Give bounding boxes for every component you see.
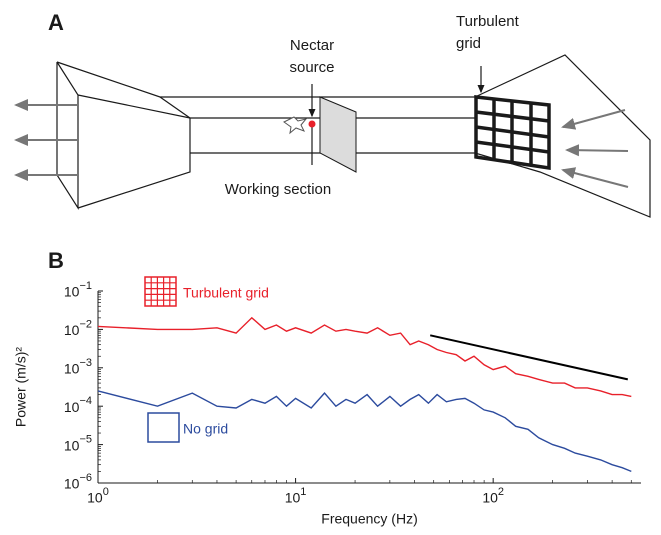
annotation: source (289, 59, 334, 76)
y-tick-label: 10−1 (64, 280, 92, 300)
turbulent-grid-icon (474, 95, 551, 171)
legend-entry: Turbulent grid (144, 276, 269, 307)
annotation: Working section (225, 181, 331, 198)
y-tick-label: 10−4 (64, 395, 92, 415)
legend-entry: No grid (147, 412, 228, 443)
plot-frame (98, 291, 641, 483)
legend-swatch (147, 412, 180, 443)
x-tick-label: 101 (285, 486, 307, 506)
tunnel-diagram: A Nectar source Turbulent grid Working s… (13, 10, 651, 218)
working-plane (319, 96, 357, 173)
tunnel-edge (56, 61, 475, 98)
y-tick-label: 10−5 (64, 434, 92, 454)
tunnel-edge (77, 118, 191, 209)
x-tick-label: 102 (482, 486, 504, 506)
y-axis-label: Power (m/s)² (13, 347, 29, 427)
flow-arrow (565, 144, 629, 157)
flow-arrow (561, 109, 626, 130)
tunnel-outlet (474, 54, 651, 218)
slope-line (429, 334, 629, 381)
tunnel-edge (77, 94, 475, 119)
panel-label: A (48, 10, 64, 35)
legend-swatch (144, 276, 177, 307)
annotation: Nectar (290, 37, 334, 54)
panel-label: B (48, 248, 64, 273)
tunnel-inlet (56, 61, 79, 211)
series-line (97, 316, 632, 398)
annotation: grid (456, 35, 481, 52)
tunnel-edge (159, 96, 191, 119)
nectar-dot (308, 120, 316, 128)
legend-label: Turbulent grid (183, 285, 269, 301)
x-tick-label: 100 (87, 486, 109, 506)
flow-arrow (561, 167, 629, 188)
x-axis-label: Frequency (Hz) (321, 511, 417, 527)
moth (283, 116, 308, 135)
y-tick-label: 10−3 (64, 357, 92, 377)
y-tick-label: 10−2 (64, 318, 92, 338)
annotation: Turbulent (456, 13, 520, 30)
legend-label: No grid (183, 421, 228, 437)
series-line (97, 390, 632, 473)
